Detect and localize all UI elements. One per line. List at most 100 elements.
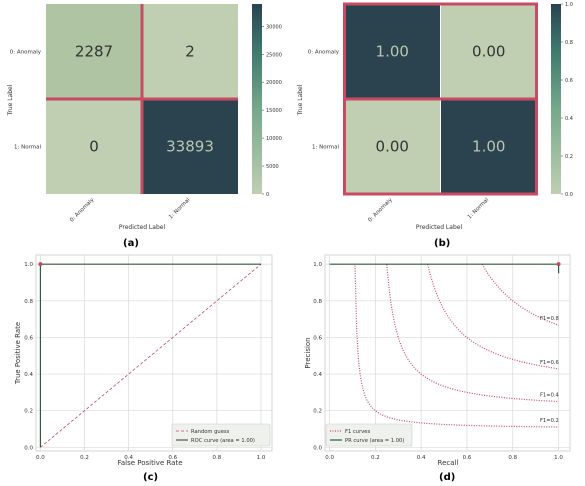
a-cell-text: 2 (185, 43, 195, 61)
d-f1-curve (481, 263, 559, 326)
panel-label-a: (a) (123, 238, 139, 249)
c-xtick-label: 1.0 (257, 455, 266, 461)
panel-label-b: (b) (434, 238, 450, 249)
d-ytick-label: 0.8 (313, 299, 322, 305)
c-xtick-label: 0.4 (124, 455, 133, 461)
a-colorbar-tick-label: 15000 (266, 108, 282, 114)
a-col-label: 0: Anomaly (69, 197, 96, 224)
a-colorbar-tick-label: 20000 (266, 80, 282, 86)
b-cell-0-0 (344, 4, 441, 99)
b-cell-0-1 (440, 4, 537, 99)
c-ytick-label: 0.2 (24, 409, 33, 415)
c-random-guess-line (40, 263, 262, 448)
b-colorbar-tick-label: 0.8 (565, 40, 573, 46)
d-ytick-label: 1.0 (313, 262, 322, 268)
d-xtick-label: 0.0 (325, 455, 334, 461)
a-colorbar-tick-label: 5000 (266, 164, 279, 170)
a-row-label: 1: Normal (14, 145, 41, 151)
d-xtick-label: 0.2 (371, 455, 380, 461)
c-xtick-label: 0.8 (212, 455, 221, 461)
a-colorbar-tick-label: 25000 (266, 52, 282, 58)
d-f1-label: F1=0.8 (540, 316, 559, 322)
a-cell-1-0 (46, 99, 142, 194)
b-colorbar-tick-label: 0.6 (565, 78, 573, 84)
c-ytick-label: 1.0 (24, 262, 33, 268)
b-cell-text: 0.00 (376, 138, 409, 156)
c-ylabel: True Positive Rate (14, 322, 22, 385)
confusion-matrix-normalized: 1.00 0.00 0.00 1.00 0: Anomaly 1: Normal 0: … (297, 2, 573, 249)
a-ylabel: True Label (7, 84, 14, 116)
a-col-label: 1: Normal (168, 197, 192, 221)
a-row-label: 0: Anomaly (10, 50, 42, 56)
d-pr-marker (556, 262, 561, 267)
c-xtick-label: 0.0 (36, 455, 45, 461)
a-cell-1-1 (142, 99, 238, 194)
d-xtick-label: 0.6 (463, 455, 472, 461)
d-legend-box (325, 423, 413, 447)
c-xlabel: False Positive Rate (117, 459, 182, 467)
a-colorbar: 0 5000 10000 15000 20000 25000 30000 (252, 4, 282, 198)
b-cell-text: 0.00 (472, 43, 505, 61)
d-xlabel: Recall (438, 459, 459, 467)
d-f1-curve (386, 264, 559, 403)
b-cell-1-1 (440, 99, 537, 194)
c-ytick-label: 0.6 (24, 335, 33, 341)
panel-label-d: (d) (439, 472, 455, 483)
panel-label-c: (c) (143, 472, 158, 483)
b-ylabel: True Label (297, 84, 304, 116)
d-xtick-label: 0.4 (417, 455, 426, 461)
a-cell-0-1 (142, 4, 238, 99)
b-col-label: 1: Normal (467, 197, 491, 221)
c-ytick-label: 0.4 (24, 372, 33, 378)
d-f1-label: F1=0.6 (540, 360, 559, 366)
a-cell-text: 0 (89, 138, 99, 156)
b-col-label: 0: Anomaly (367, 197, 394, 224)
d-legend-label-f1: F1 curves (345, 429, 370, 435)
a-cell-text: 33893 (166, 138, 214, 156)
d-ytick-label: 0.6 (313, 335, 322, 341)
c-xtick-label: 0.6 (168, 455, 177, 461)
c-roc-marker (38, 262, 43, 267)
a-colorbar-tick-label: 0 (266, 192, 269, 198)
d-f1-curve (427, 264, 559, 370)
b-colorbar-tick-label: 1.0 (565, 2, 573, 8)
b-cell-1-0 (344, 99, 441, 194)
c-legend-label-roc: ROC curve (area = 1.00) (191, 438, 255, 444)
b-cell-text: 1.00 (472, 138, 505, 156)
b-colorbar-tick-label: 0.0 (565, 192, 573, 198)
d-xtick-label: 0.8 (508, 455, 517, 461)
a-xlabel: Predicted Label (119, 224, 166, 231)
d-xtick-label: 1.0 (554, 455, 563, 461)
d-f1-curve (354, 265, 559, 428)
b-cell-text: 1.00 (376, 43, 409, 61)
c-ytick-label: 0.8 (24, 299, 33, 305)
b-colorbar-tick-label: 0.2 (565, 154, 573, 160)
roc-curve-chart: 0.0 0.2 0.4 0.6 0.8 1.0 0.0 0.2 0.4 0.6 0.8 1.0 Ran… (14, 254, 273, 483)
d-plot-area (324, 254, 571, 452)
a-colorbar-gradient (252, 4, 262, 194)
d-ytick-label: 0.4 (313, 372, 322, 378)
b-colorbar-gradient (551, 4, 561, 194)
a-colorbar-tick-label: 10000 (266, 136, 282, 142)
b-row-label: 0: Anomaly (308, 50, 340, 56)
b-row-label: 1: Normal (312, 145, 339, 151)
b-colorbar-tick-label: 0.4 (565, 116, 573, 122)
b-colorbar: 0.0 0.2 0.4 0.6 0.8 1.0 (551, 2, 573, 198)
c-legend-label-random: Random guess (191, 429, 230, 435)
b-xlabel: Predicted Label (416, 224, 463, 231)
c-legend: Random guess ROC curve (area = 1.00) (171, 423, 271, 447)
d-ylabel: Precision (304, 337, 312, 368)
a-cell-0-0 (46, 4, 142, 99)
d-f1-label: F1=0.2 (540, 418, 559, 424)
a-cell-text: 2287 (75, 43, 113, 61)
d-ytick-label: 0.0 (313, 445, 322, 451)
a-colorbar-tick-label: 30000 (266, 24, 282, 30)
confusion-matrix-counts: 2287 2 0 33893 0: Anomaly 1: Normal 0: Anoma… (7, 4, 282, 249)
d-legend-label-pr: PR curve (area = 1.00) (345, 438, 404, 444)
c-legend-box (171, 423, 271, 447)
c-xtick-label: 0.2 (80, 455, 89, 461)
precision-recall-chart: 0.0 0.2 0.4 0.6 0.8 1.0 0.0 0.2 0.4 0.6 0.8 1.0 F1=… (304, 254, 571, 483)
d-legend: F1 curves PR curve (area = 1.00) (325, 423, 413, 447)
c-ytick-label: 0.0 (24, 445, 33, 451)
